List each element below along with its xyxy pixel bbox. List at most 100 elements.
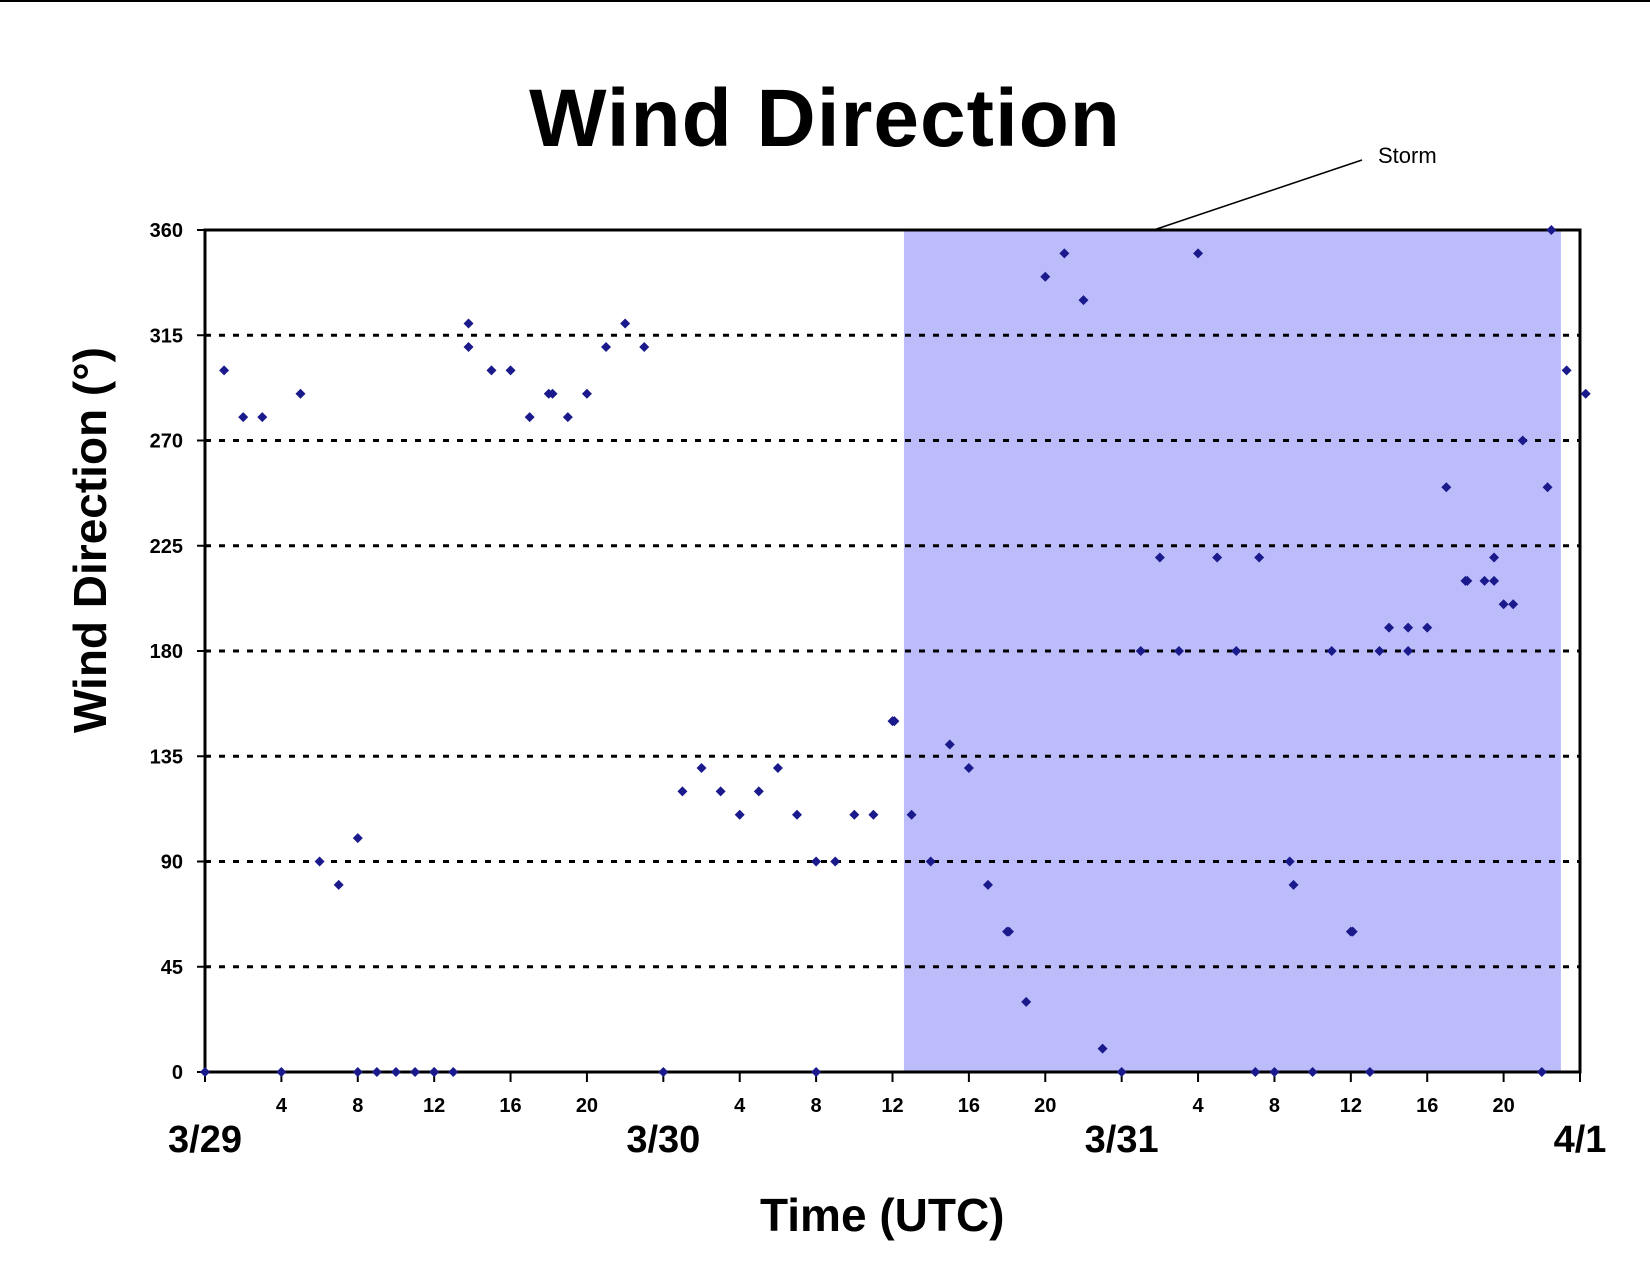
data-point [734,809,745,820]
data-point [524,412,535,423]
y-axis-label-container: Wind Direction (°) [20,230,160,850]
data-point [463,318,474,329]
data-point [562,412,573,423]
data-point [276,1067,287,1077]
data-point [906,809,917,820]
data-point [410,1067,421,1077]
x-tick-label: 4 [1192,1095,1204,1117]
data-point [238,412,249,423]
x-tick-label: 4 [276,1095,288,1117]
data-point [1254,552,1265,563]
data-point [463,341,474,352]
data-point [1212,552,1223,563]
data-point [1374,646,1385,656]
y-tick-label: 45 [161,957,183,979]
data-point [889,716,900,727]
data-point [1250,1067,1261,1077]
data-point [1078,295,1089,306]
data-point [1347,926,1358,937]
data-point [1269,1067,1280,1077]
data-point [1307,1067,1318,1077]
data-point [219,365,230,376]
data-point [314,856,325,867]
data-point [1489,575,1500,586]
x-tick-label: 20 [1034,1095,1056,1117]
x-date-label: 3/30 [626,1119,700,1161]
data-point [1097,1043,1108,1054]
y-tick-label: 360 [150,220,183,242]
data-point [1498,599,1509,610]
x-tick-label: 8 [1269,1095,1280,1117]
x-tick-label: 12 [423,1095,445,1117]
top-border-line [0,0,1650,2]
data-point [200,1067,210,1077]
data-point [1542,482,1553,493]
x-axis-label: Time (UTC) [760,1189,1005,1241]
data-point [295,388,306,399]
y-tick-label: 180 [150,641,183,663]
data-point [620,318,631,329]
data-point [1580,388,1591,399]
data-point [1173,646,1184,656]
data-point [1403,646,1414,656]
x-tick-label: 8 [352,1095,363,1117]
data-point [1288,879,1299,890]
data-point [1040,271,1051,282]
data-point [1326,646,1337,656]
data-point [982,879,993,890]
data-point [1231,646,1242,656]
data-point [1059,248,1070,259]
data-point [925,856,936,867]
y-tick-label: 270 [150,431,183,453]
data-point [1154,552,1165,563]
x-tick-label: 12 [881,1095,903,1117]
data-point [1422,622,1433,633]
data-point [830,856,841,867]
data-point [581,388,592,399]
data-point [868,809,879,820]
data-point [849,809,860,820]
data-point [1561,365,1572,376]
y-tick-label: 225 [150,536,183,558]
data-point [1441,482,1452,493]
data-point [753,786,764,797]
data-point [448,1067,459,1077]
data-point [547,388,558,399]
x-date-label: 4/1 [1554,1119,1607,1161]
data-point [1384,622,1395,633]
data-point [1462,575,1473,586]
data-point [1489,552,1500,563]
data-point [505,365,516,376]
chart-title: Wind Direction [529,73,1121,164]
data-point [944,739,955,750]
x-date-label: 3/31 [1085,1119,1159,1161]
x-tick-label: 20 [1492,1095,1514,1117]
data-point [811,1067,822,1077]
x-tick-label: 20 [576,1095,598,1117]
data-point [715,786,726,797]
data-point [1479,575,1490,586]
data-point [1284,856,1295,867]
data-point [257,412,268,423]
data-point [1517,435,1528,446]
y-axis-label: Wind Direction (°) [64,347,116,733]
x-tick-label: 16 [1416,1095,1438,1117]
data-point [1021,996,1032,1007]
storm-annotation-label: Storm [1378,143,1437,168]
data-point [333,879,344,890]
data-point [371,1067,382,1077]
data-point [1135,646,1146,656]
x-tick-label: 8 [811,1095,822,1117]
x-tick-label: 4 [734,1095,746,1117]
data-point [352,833,363,844]
data-point [390,1067,401,1077]
data-point [1536,1067,1547,1077]
data-point [429,1067,440,1077]
data-point [1546,225,1557,235]
data-point [696,762,707,773]
data-point [1116,1067,1127,1077]
y-tick-label: 135 [150,746,183,768]
x-tick-label: 16 [499,1095,521,1117]
y-tick-label: 0 [172,1062,183,1084]
